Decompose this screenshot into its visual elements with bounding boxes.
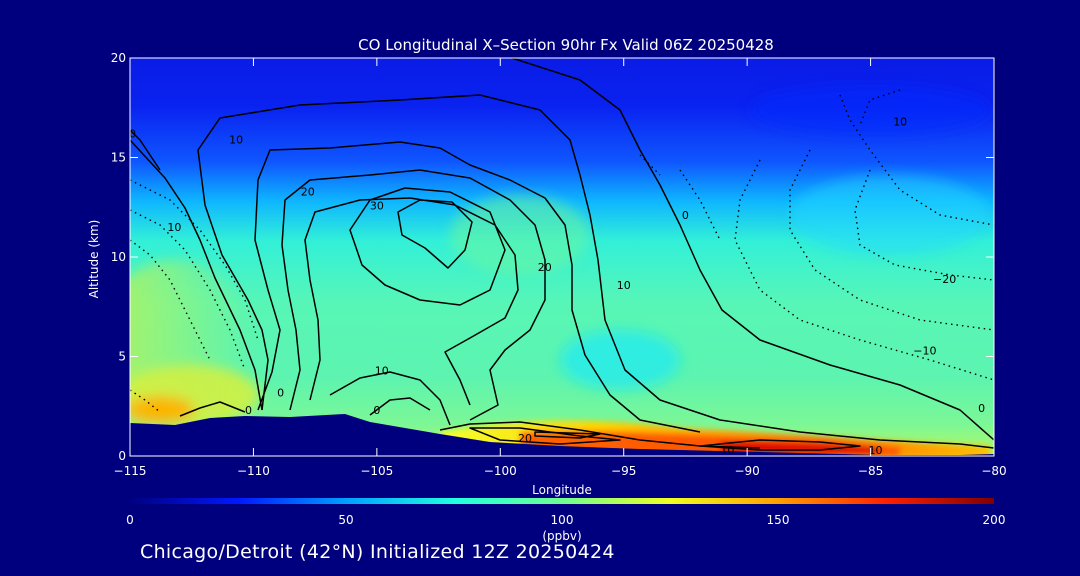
plot-area: 0 10 20 30 10 20 10 0 10 −20 −10 0 10 0 0 0 20 10 10 bbox=[129, 58, 994, 457]
contour-neg-east-3 bbox=[854, 169, 994, 281]
colorbar-tick-label: 200 bbox=[983, 513, 1006, 527]
contour-neg-east-2 bbox=[789, 149, 994, 331]
x-tick-label: −115 bbox=[114, 464, 147, 478]
co-upper-blue bbox=[750, 85, 990, 135]
y-tick-label: 0 bbox=[118, 449, 126, 463]
contour-label: −10 bbox=[913, 345, 936, 358]
co-plume-upper bbox=[450, 195, 590, 275]
contour-label: 10 bbox=[869, 444, 883, 457]
contour-label: 10 bbox=[229, 134, 243, 147]
co-plume-mid bbox=[560, 330, 680, 390]
y-tick-label: 20 bbox=[111, 51, 126, 65]
contour-label: 20 bbox=[518, 432, 532, 445]
y-tick-label: 5 bbox=[118, 350, 126, 364]
x-tick-label: −80 bbox=[981, 464, 1006, 478]
contour-label: −20 bbox=[933, 273, 956, 286]
contour-label: 10 bbox=[893, 116, 907, 129]
contour-label: 20 bbox=[538, 261, 552, 274]
co-east-upper bbox=[790, 175, 990, 255]
contour-line-20 bbox=[281, 169, 546, 421]
chart-title: CO Longitudinal X–Section 90hr Fx Valid … bbox=[358, 36, 774, 54]
contour-line-bl-30 bbox=[534, 431, 601, 439]
colorbar-strip bbox=[130, 498, 994, 504]
contour-line-left-upper bbox=[130, 129, 161, 171]
contour-label: 0 bbox=[277, 386, 284, 399]
y-tick-label: 15 bbox=[111, 151, 126, 165]
contour-line-bl-east bbox=[699, 439, 861, 451]
x-tick-label: −105 bbox=[360, 464, 393, 478]
contour-neg-west-4 bbox=[130, 389, 161, 413]
contour-neg-west-1 bbox=[130, 179, 259, 341]
contour-neg-east-4 bbox=[839, 94, 994, 226]
contour-label: 10 bbox=[375, 364, 389, 377]
contour-neg-east-top bbox=[859, 89, 901, 126]
colorbar-tick-label: 0 bbox=[126, 513, 134, 527]
contour-label: 0 bbox=[682, 209, 689, 222]
contour-line-40 bbox=[397, 199, 473, 269]
x-tick-label: −110 bbox=[237, 464, 270, 478]
contour-label: 0 bbox=[129, 128, 136, 141]
x-tick-label: −85 bbox=[858, 464, 883, 478]
contour-line-10-inner bbox=[254, 141, 701, 433]
terrain bbox=[130, 414, 994, 456]
contour-label: 30 bbox=[370, 199, 384, 212]
x-tick-label: −100 bbox=[484, 464, 517, 478]
run-caption: Chicago/Detroit (42°N) Initialized 12Z 2… bbox=[140, 541, 615, 563]
contour-line-0 bbox=[130, 58, 994, 441]
contour-label: 0 bbox=[245, 404, 252, 417]
contour-line-10-outer bbox=[197, 94, 994, 449]
contour-label: 10 bbox=[167, 221, 181, 234]
contour-line-30 bbox=[349, 187, 506, 306]
x-tick-label: −90 bbox=[734, 464, 759, 478]
contour-neg-east-1 bbox=[734, 159, 994, 381]
colorbar-tick-label: 100 bbox=[551, 513, 574, 527]
x-axis-label: Longitude bbox=[532, 483, 592, 497]
contour-label: 0 bbox=[373, 404, 380, 417]
colorbar-tick-label: 50 bbox=[338, 513, 353, 527]
y-axis-label: Altitude (km) bbox=[87, 220, 101, 299]
contour-label: 10 bbox=[617, 279, 631, 292]
x-axis: −115 −110 −105 −100 −95 −90 −85 −80 bbox=[114, 58, 1007, 478]
x-tick-label: −95 bbox=[611, 464, 636, 478]
contour-label: 10 bbox=[720, 444, 734, 457]
contour-line-bl-20 bbox=[469, 427, 621, 445]
contour-label: 0 bbox=[978, 402, 985, 415]
colorbar-tick-label: 150 bbox=[767, 513, 790, 527]
colorbar-unit-label: (ppbv) bbox=[542, 529, 581, 543]
contour-line-west-small bbox=[179, 397, 431, 417]
y-tick-label: 10 bbox=[111, 250, 126, 264]
contour-neg-mid bbox=[639, 154, 721, 241]
co-low-orange bbox=[130, 396, 195, 424]
contour-neg-west-3 bbox=[130, 239, 211, 361]
y-axis: 0 5 10 15 20 bbox=[111, 51, 994, 463]
contour-neg-west-2 bbox=[130, 209, 246, 371]
contour-label: 20 bbox=[301, 185, 315, 198]
colorbar: 0 50 100 150 200 (ppbv) bbox=[126, 498, 1005, 543]
